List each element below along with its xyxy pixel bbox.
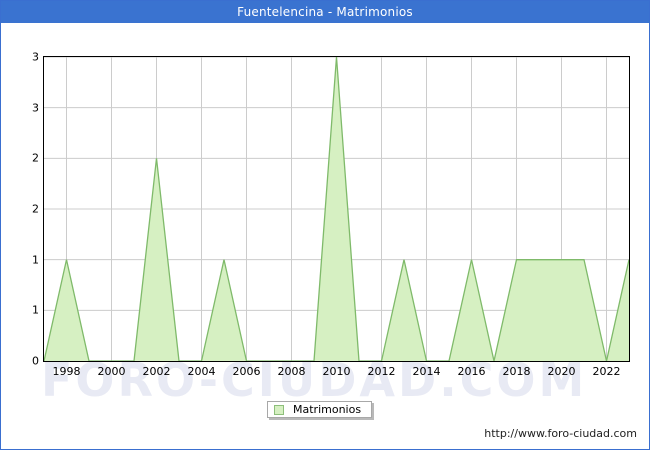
x-tick-label: 2004	[187, 365, 216, 378]
y-tick-label: 3	[32, 50, 39, 64]
y-tick-label: 1	[32, 303, 39, 317]
y-tick-label: 2	[32, 151, 39, 165]
x-tick-label: 2016	[457, 365, 486, 378]
y-axis: 0 1 1 2 2 3 3	[5, 51, 39, 368]
legend-swatch-matrimonios	[274, 404, 284, 415]
x-tick-label: 2010	[322, 365, 351, 378]
x-tick-label: 2022	[592, 365, 621, 378]
x-tick-label: 2006	[232, 365, 261, 378]
x-tick-label: 2014	[412, 365, 441, 378]
y-tick-label: 0	[32, 354, 39, 368]
x-tick-label: 2000	[97, 365, 126, 378]
legend-label-matrimonios: Matrimonios	[293, 403, 362, 416]
x-tick-label: 2018	[502, 365, 531, 378]
y-tick-label: 3	[32, 101, 39, 115]
x-tick-label: 2012	[367, 365, 396, 378]
window-title-bar: Fuentelencina - Matrimonios	[1, 1, 649, 23]
x-tick-label: 1998	[52, 365, 81, 378]
x-tick-label: 2008	[277, 365, 306, 378]
y-tick-label: 2	[32, 202, 39, 216]
x-tick-label: 2020	[547, 365, 576, 378]
page-title: Fuentelencina - Matrimonios	[237, 5, 413, 19]
footer-url: http://www.foro-ciudad.com	[484, 427, 637, 440]
legend: Matrimonios	[267, 401, 373, 418]
x-axis: 1998 2000 2002 2004 2006 2008 2010 2012 2014 2016…	[43, 365, 632, 385]
area-series-svg	[44, 57, 629, 361]
plot-area	[43, 56, 630, 362]
y-tick-label: 1	[32, 253, 39, 267]
x-tick-label: 2002	[142, 365, 171, 378]
